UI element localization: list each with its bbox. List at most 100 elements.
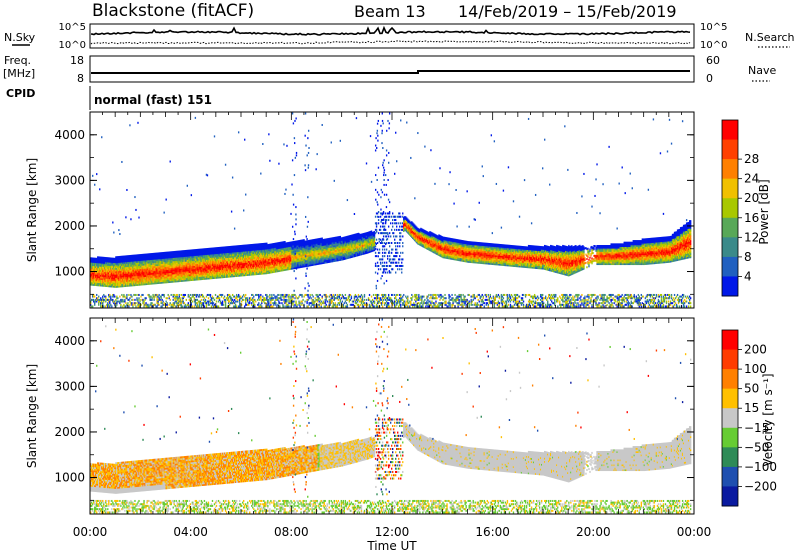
data-cell	[96, 173, 97, 175]
data-cell	[131, 296, 132, 298]
data-cell	[181, 294, 182, 296]
data-cell	[188, 302, 189, 304]
data-cell	[118, 229, 119, 231]
data-cell	[204, 305, 205, 307]
data-cell	[296, 304, 297, 306]
freq-tick-bottom: 8	[77, 72, 84, 85]
data-cell	[119, 296, 120, 298]
data-cell	[187, 185, 188, 187]
data-cell	[138, 294, 139, 296]
data-cell	[182, 305, 183, 307]
data-cell	[237, 299, 238, 301]
data-cell	[119, 233, 120, 235]
data-cell	[275, 302, 276, 304]
data-cell	[185, 294, 186, 296]
noise-search-line	[91, 41, 690, 44]
data-cell	[261, 305, 262, 307]
data-cell	[244, 139, 245, 141]
data-cell	[253, 296, 254, 298]
data-cell	[210, 294, 211, 296]
data-cell	[290, 213, 291, 215]
data-cell	[219, 297, 220, 299]
data-cell	[268, 133, 269, 135]
data-cell	[94, 296, 95, 298]
data-cell	[312, 296, 313, 298]
data-cell	[134, 299, 135, 301]
data-cell	[130, 218, 131, 220]
noise-panel: N.Sky 10^5 10^0 10^5 10^0 N.Search	[4, 22, 795, 51]
data-cell	[113, 232, 114, 234]
data-cell	[260, 173, 261, 175]
data-cell	[288, 305, 289, 307]
data-cell	[167, 302, 168, 304]
data-cell	[307, 294, 308, 296]
data-cell	[170, 299, 171, 301]
data-cell	[186, 299, 187, 301]
data-cell	[286, 299, 287, 301]
data-cell	[215, 294, 216, 296]
data-cell	[295, 301, 296, 303]
data-cell	[96, 294, 97, 296]
data-cell	[126, 189, 127, 191]
data-cell	[126, 294, 127, 296]
noise-right-tick-top: 10^5	[700, 22, 727, 33]
n-search-label: N.Search	[745, 31, 795, 44]
data-cell	[135, 305, 136, 307]
noise-sky-line	[91, 28, 690, 35]
data-cell	[158, 304, 159, 306]
data-cell	[98, 296, 99, 298]
data-cell	[171, 294, 172, 296]
data-cell	[218, 305, 219, 307]
nave-label: Nave	[748, 64, 776, 77]
beam-label: Beam 13	[354, 2, 426, 21]
data-cell	[169, 296, 170, 298]
data-cell	[163, 212, 164, 214]
station-title: Blackstone (fitACF)	[92, 1, 254, 21]
data-cell	[238, 131, 239, 133]
data-cell	[128, 294, 129, 296]
data-cell	[129, 124, 130, 126]
data-cell	[291, 184, 292, 186]
data-cell	[101, 136, 102, 138]
data-cell	[232, 177, 233, 179]
data-cell	[208, 297, 209, 299]
freq-label: Freq.	[4, 54, 31, 67]
data-cell	[223, 304, 224, 306]
data-cell	[132, 299, 133, 301]
data-cell	[302, 299, 303, 301]
data-cell	[301, 294, 302, 296]
data-cell	[304, 301, 305, 303]
data-cell	[243, 209, 244, 211]
data-cell	[255, 301, 256, 303]
data-cell	[99, 188, 100, 190]
data-cell	[284, 193, 285, 195]
data-cell	[111, 305, 112, 307]
data-cell	[309, 294, 310, 296]
data-cell	[222, 294, 223, 296]
power-data-layer	[90, 113, 691, 308]
data-cell	[167, 297, 168, 299]
data-cell	[243, 299, 244, 301]
cpid-label: CPID	[6, 87, 35, 100]
cpid-mode: normal (fast) 151	[94, 93, 212, 107]
data-cell	[127, 302, 128, 304]
data-cell	[134, 196, 135, 198]
data-cell	[201, 299, 202, 301]
data-cell	[103, 305, 104, 307]
data-cell	[214, 135, 215, 137]
data-cell	[180, 297, 181, 299]
date-range: 14/Feb/2019 – 15/Feb/2019	[458, 2, 677, 21]
noise-left-tick-top: 10^5	[59, 22, 86, 33]
data-cell	[135, 294, 136, 296]
data-cell	[139, 299, 140, 301]
data-cell	[121, 161, 122, 163]
nave-tick-top: 60	[706, 54, 720, 67]
data-cell	[191, 194, 192, 196]
data-cell	[258, 302, 259, 304]
data-cell	[135, 209, 136, 211]
data-cell	[245, 294, 246, 296]
noise-right-tick-bottom: 10^0	[700, 40, 727, 51]
freq-panel: Freq. [MHz] 18 8 60 0 Nave	[3, 54, 776, 85]
data-cell	[192, 305, 193, 307]
